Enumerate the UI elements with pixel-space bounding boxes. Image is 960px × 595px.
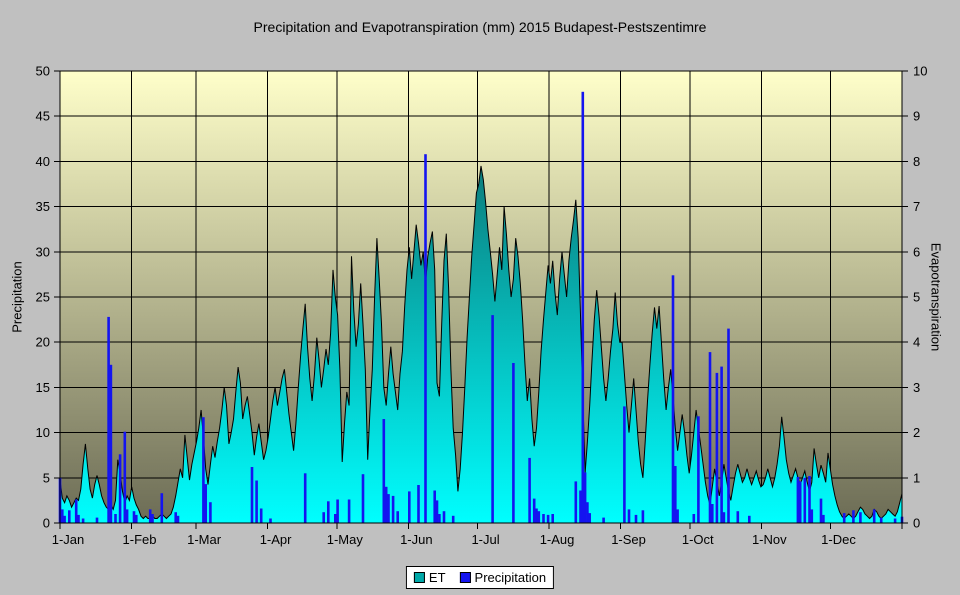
svg-text:10: 10	[913, 64, 927, 79]
svg-text:0: 0	[913, 516, 920, 531]
svg-text:10: 10	[36, 425, 50, 440]
et-legend-label: ET	[428, 570, 446, 585]
svg-text:5: 5	[913, 290, 920, 305]
svg-text:1-Feb: 1-Feb	[123, 532, 157, 547]
svg-text:15: 15	[36, 380, 50, 395]
svg-text:35: 35	[36, 199, 50, 214]
precipitation-bars	[58, 91, 904, 524]
et-area	[60, 165, 902, 523]
svg-text:1-Mar: 1-Mar	[187, 532, 222, 547]
svg-text:2: 2	[913, 425, 920, 440]
svg-text:50: 50	[36, 64, 50, 79]
svg-text:1-Dec: 1-Dec	[821, 532, 856, 547]
svg-text:8: 8	[913, 154, 920, 169]
svg-text:1-Jun: 1-Jun	[400, 532, 433, 547]
svg-text:1-Aug: 1-Aug	[540, 532, 575, 547]
precipitation-legend-label: Precipitation	[474, 570, 547, 585]
svg-text:3: 3	[913, 380, 920, 395]
svg-text:40: 40	[36, 154, 50, 169]
et-legend-swatch	[413, 572, 425, 583]
svg-text:4: 4	[913, 335, 920, 350]
svg-text:25: 25	[36, 290, 50, 305]
svg-text:1: 1	[913, 470, 920, 485]
svg-text:1-Nov: 1-Nov	[752, 532, 787, 547]
chart-title: Precipitation and Evapotranspiration (mm…	[253, 19, 707, 35]
svg-text:1-Oct: 1-Oct	[682, 532, 714, 547]
svg-text:7: 7	[913, 199, 920, 214]
svg-text:1-Jul: 1-Jul	[471, 532, 499, 547]
svg-text:45: 45	[36, 109, 50, 124]
svg-text:30: 30	[36, 244, 50, 259]
svg-text:9: 9	[913, 109, 920, 124]
precipitation-legend-swatch	[459, 572, 471, 583]
svg-text:5: 5	[43, 470, 50, 485]
svg-text:0: 0	[43, 516, 50, 531]
svg-text:1-Sep: 1-Sep	[611, 532, 646, 547]
svg-text:20: 20	[36, 335, 50, 350]
et-outline	[59, 165, 903, 520]
svg-text:1-Apr: 1-Apr	[260, 532, 292, 547]
legend: ET Precipitation	[405, 566, 555, 589]
svg-text:6: 6	[913, 244, 920, 259]
svg-text:1-Jan: 1-Jan	[52, 532, 85, 547]
axis-ticks	[54, 70, 908, 529]
svg-text:1-May: 1-May	[327, 532, 364, 547]
